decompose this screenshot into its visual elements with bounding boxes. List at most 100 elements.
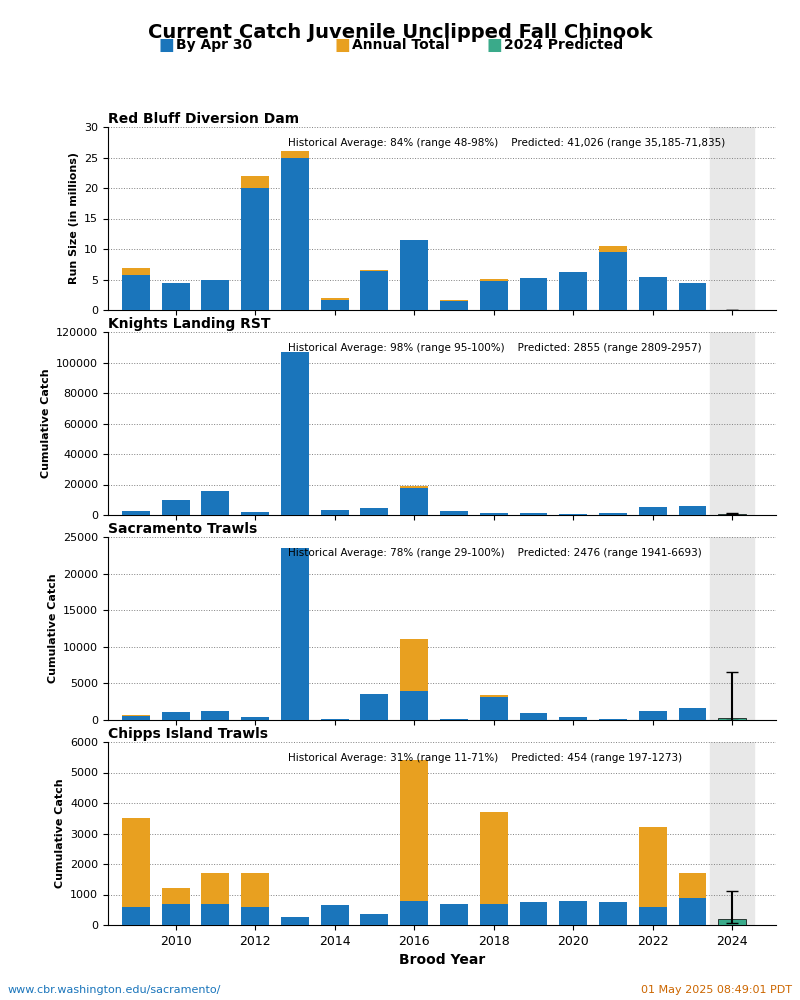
Bar — [639, 277, 666, 310]
Bar — [281, 151, 309, 157]
Bar — [361, 914, 388, 925]
Bar — [678, 708, 706, 720]
Bar — [639, 827, 666, 907]
Bar — [361, 694, 388, 720]
Bar — [400, 760, 428, 901]
Bar — [440, 904, 468, 925]
Text: Sacramento Trawls: Sacramento Trawls — [108, 522, 258, 536]
Bar — [400, 639, 428, 691]
Bar — [162, 500, 190, 515]
Bar — [440, 300, 468, 301]
Bar — [202, 280, 230, 310]
Bar — [281, 548, 309, 720]
Bar — [599, 902, 627, 925]
Bar — [400, 486, 428, 488]
Text: Historical Average: 84% (range 48-98%)    Predicted: 41,026 (range 35,185-71,835: Historical Average: 84% (range 48-98%) P… — [288, 138, 726, 148]
Text: Current Catch Juvenile Unclipped Fall Chinook: Current Catch Juvenile Unclipped Fall Ch… — [148, 23, 652, 42]
Bar — [202, 873, 230, 904]
Bar — [599, 513, 627, 515]
Bar — [480, 695, 508, 697]
Bar — [480, 697, 508, 720]
Text: Knights Landing RST: Knights Landing RST — [108, 317, 270, 331]
Bar — [242, 512, 269, 515]
Bar — [400, 240, 428, 310]
Bar — [281, 157, 309, 310]
Bar — [599, 246, 627, 252]
Text: 01 May 2025 08:49:01 PDT: 01 May 2025 08:49:01 PDT — [641, 985, 792, 995]
Bar — [400, 691, 428, 720]
Text: ■: ■ — [486, 36, 502, 54]
Bar — [281, 352, 309, 515]
Bar — [440, 301, 468, 310]
Bar — [678, 283, 706, 310]
Y-axis label: Run Size (in millions): Run Size (in millions) — [69, 152, 78, 284]
Bar — [122, 275, 150, 310]
Text: Annual Total: Annual Total — [352, 38, 450, 52]
Bar — [162, 283, 190, 310]
Bar — [321, 510, 349, 515]
Bar — [480, 513, 508, 515]
Y-axis label: Cumulative Catch: Cumulative Catch — [41, 369, 50, 478]
Bar — [202, 711, 230, 720]
Bar — [440, 511, 468, 515]
Text: Historical Average: 78% (range 29-100%)    Predicted: 2476 (range 1941-6693): Historical Average: 78% (range 29-100%) … — [288, 548, 702, 558]
Bar — [718, 919, 746, 925]
Bar — [122, 818, 150, 907]
Bar — [599, 719, 627, 720]
Bar — [559, 717, 587, 720]
Bar — [519, 902, 547, 925]
Y-axis label: Cumulative Catch: Cumulative Catch — [54, 779, 65, 888]
Bar — [639, 711, 666, 720]
Bar — [599, 252, 627, 310]
Bar — [242, 176, 269, 188]
Bar — [242, 907, 269, 925]
Bar — [559, 514, 587, 515]
Bar — [162, 888, 190, 904]
Bar — [162, 712, 190, 720]
Text: Chipps Island Trawls: Chipps Island Trawls — [108, 727, 268, 741]
Bar — [710, 537, 754, 720]
Bar — [678, 873, 706, 898]
Bar — [678, 898, 706, 925]
Bar — [122, 511, 150, 515]
Bar — [519, 278, 547, 310]
Bar — [202, 904, 230, 925]
Bar — [321, 719, 349, 720]
Bar — [559, 901, 587, 925]
Bar — [162, 904, 190, 925]
Bar — [242, 873, 269, 907]
Bar — [400, 901, 428, 925]
Bar — [480, 812, 508, 904]
X-axis label: Brood Year: Brood Year — [399, 953, 485, 967]
Bar — [710, 742, 754, 925]
Bar — [400, 488, 428, 515]
Bar — [122, 268, 150, 275]
Bar — [122, 715, 150, 716]
Bar — [710, 332, 754, 515]
Bar — [321, 300, 349, 310]
Text: ■: ■ — [158, 36, 174, 54]
Bar — [122, 907, 150, 925]
Bar — [718, 514, 746, 515]
Text: Historical Average: 31% (range 11-71%)    Predicted: 454 (range 197-1273): Historical Average: 31% (range 11-71%) P… — [288, 753, 682, 763]
Bar — [678, 506, 706, 515]
Bar — [122, 716, 150, 720]
Bar — [321, 905, 349, 925]
Bar — [321, 298, 349, 300]
Bar — [361, 271, 388, 310]
Text: ■: ■ — [334, 36, 350, 54]
Bar — [480, 279, 508, 281]
Y-axis label: Cumulative Catch: Cumulative Catch — [47, 574, 58, 683]
Text: Historical Average: 98% (range 95-100%)    Predicted: 2855 (range 2809-2957): Historical Average: 98% (range 95-100%) … — [288, 343, 702, 353]
Text: Red Bluff Diversion Dam: Red Bluff Diversion Dam — [108, 112, 299, 126]
Bar — [361, 508, 388, 515]
Bar — [281, 917, 309, 925]
Bar — [710, 127, 754, 310]
Bar — [480, 904, 508, 925]
Bar — [519, 713, 547, 720]
Text: 2024 Predicted: 2024 Predicted — [504, 38, 623, 52]
Bar — [202, 491, 230, 515]
Bar — [639, 907, 666, 925]
Bar — [639, 507, 666, 515]
Bar — [519, 513, 547, 515]
